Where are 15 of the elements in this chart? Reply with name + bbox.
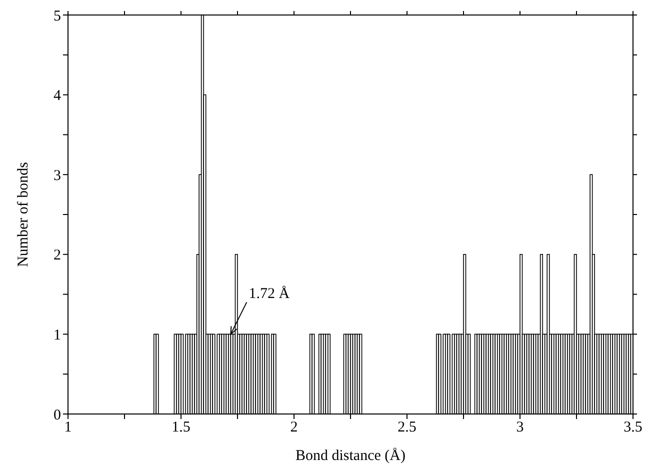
x-axis-title: Bond distance (Å) [296,447,406,464]
y-tick-label: 3 [54,168,61,184]
x-tick-label: 1.5 [172,420,190,436]
x-tick-label: 2.5 [398,420,416,436]
x-tick-label: 3.5 [624,420,642,436]
x-tick-label: 1 [64,420,72,436]
y-tick-label: 2 [54,248,61,264]
y-tick-label: 5 [54,8,61,24]
y-axis-title: Number of bonds [15,162,32,267]
x-tick-label: 2 [290,420,298,436]
annotation: 1.72 Å [248,285,290,302]
y-tick-label: 4 [54,88,62,104]
x-tick-label: 3 [516,420,524,436]
y-tick-label: 1 [54,328,61,344]
y-tick-label: 0 [54,407,61,424]
